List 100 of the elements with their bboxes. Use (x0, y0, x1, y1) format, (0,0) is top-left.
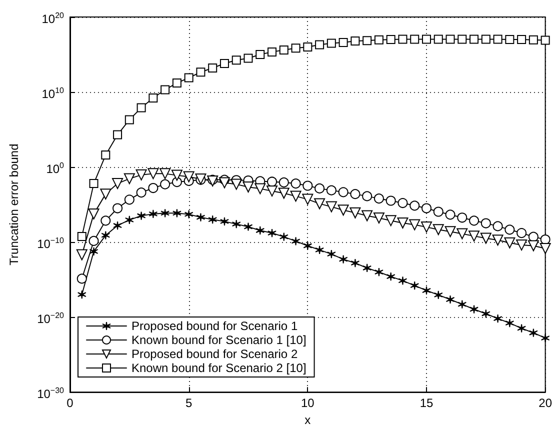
point (100, 188, 112, 200)
point (183, 171, 194, 182)
point (350, 36, 360, 46)
point (256, 226, 265, 235)
point (101, 150, 110, 160)
point (136, 169, 147, 180)
point (171, 170, 182, 181)
point (540, 242, 551, 254)
point (148, 183, 158, 194)
point (338, 254, 348, 264)
point (148, 168, 159, 180)
point (516, 228, 527, 238)
point (196, 68, 206, 77)
point (468, 230, 480, 242)
y-tick-label: 10$^{20}$ (42, 10, 64, 26)
point (303, 42, 312, 52)
point (244, 222, 253, 232)
legend-label: Proposed bound for Scenario 1 (132, 319, 298, 333)
point (208, 63, 218, 72)
point (504, 237, 516, 248)
point (493, 314, 502, 324)
point (385, 215, 396, 226)
point (540, 234, 550, 244)
x-tick-label: 15 (420, 396, 434, 410)
point (232, 220, 241, 229)
point (76, 249, 88, 260)
point (505, 318, 514, 328)
point (88, 208, 100, 220)
point (315, 245, 324, 254)
point (76, 274, 87, 284)
point (278, 188, 290, 199)
point (124, 115, 134, 124)
point (230, 178, 242, 190)
point (493, 34, 502, 44)
point (314, 183, 325, 194)
point (89, 179, 98, 188)
point (470, 304, 479, 314)
point (326, 185, 336, 196)
point (350, 207, 361, 218)
point (314, 198, 326, 210)
point (279, 45, 288, 54)
point (481, 309, 490, 318)
point (254, 183, 266, 194)
point (434, 290, 443, 300)
point (160, 168, 171, 180)
point (446, 295, 455, 304)
point (124, 173, 135, 184)
point (326, 38, 336, 48)
point (77, 290, 86, 300)
point (456, 228, 468, 240)
point (374, 268, 384, 277)
point (291, 236, 300, 246)
point (184, 73, 194, 82)
point (528, 328, 538, 338)
point (218, 177, 230, 188)
point (160, 85, 170, 94)
point (434, 34, 443, 44)
point (398, 34, 408, 44)
point (101, 230, 110, 240)
point (420, 222, 432, 233)
x-tick-label: 5 (185, 396, 192, 410)
point (232, 56, 241, 65)
x-tick-label: 0 (66, 396, 74, 410)
point (492, 221, 503, 232)
point (422, 34, 431, 44)
x-tick-label: 10 (300, 396, 315, 410)
point (124, 215, 134, 224)
point (374, 194, 384, 204)
point (256, 50, 265, 60)
point (505, 35, 514, 44)
point (362, 36, 372, 46)
point (326, 201, 337, 212)
point (481, 34, 490, 44)
point (540, 334, 550, 343)
point (88, 236, 99, 246)
point (398, 198, 408, 208)
point (172, 78, 182, 88)
point (160, 208, 170, 218)
point (136, 211, 146, 220)
point (528, 35, 538, 44)
point (422, 203, 432, 214)
point (279, 232, 288, 242)
point (362, 191, 372, 202)
y-tick-label: 10$^{0}$ (46, 160, 64, 176)
point (362, 210, 373, 222)
point (268, 228, 277, 238)
point (172, 208, 182, 218)
point (338, 204, 349, 216)
point (266, 186, 278, 197)
point (338, 38, 348, 47)
point (112, 178, 124, 190)
point (124, 194, 134, 205)
point (517, 35, 526, 44)
point (113, 130, 122, 140)
point (100, 216, 111, 226)
point (528, 232, 538, 242)
point (480, 218, 491, 228)
point (374, 35, 384, 44)
point (208, 215, 218, 224)
point (386, 35, 396, 44)
